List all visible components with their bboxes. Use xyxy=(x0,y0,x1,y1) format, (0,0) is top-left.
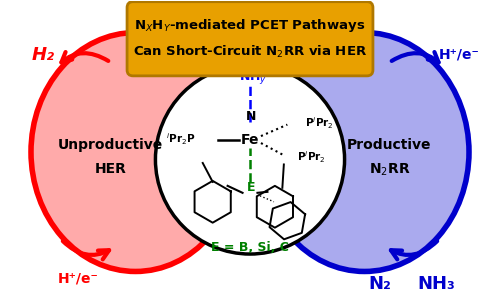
Text: Productive: Productive xyxy=(347,138,432,152)
Ellipse shape xyxy=(260,33,469,271)
Text: HER: HER xyxy=(94,162,126,177)
Text: N$_2$RR: N$_2$RR xyxy=(368,161,410,178)
Text: N₂: N₂ xyxy=(368,275,391,293)
Text: E: E xyxy=(246,181,255,194)
Text: P$^i$Pr$_2$: P$^i$Pr$_2$ xyxy=(305,115,334,131)
Text: H⁺/e⁻: H⁺/e⁻ xyxy=(58,272,98,286)
Text: NH₃: NH₃ xyxy=(418,275,456,293)
Text: NH$_y$: NH$_y$ xyxy=(238,69,266,86)
Text: $^i$Pr$_2$P: $^i$Pr$_2$P xyxy=(166,132,195,147)
Text: N$_X$H$_Y$-mediated PCET Pathways: N$_X$H$_Y$-mediated PCET Pathways xyxy=(134,17,366,33)
Text: Can Short-Circuit N$_2$RR via HER: Can Short-Circuit N$_2$RR via HER xyxy=(133,43,367,60)
Ellipse shape xyxy=(31,33,240,271)
Text: E = B, Si, C: E = B, Si, C xyxy=(211,241,289,254)
Text: N: N xyxy=(246,110,256,123)
Text: Fe: Fe xyxy=(241,133,259,146)
Text: P$^i$Pr$_2$: P$^i$Pr$_2$ xyxy=(298,149,326,165)
Circle shape xyxy=(156,65,344,254)
Text: Unproductive: Unproductive xyxy=(58,138,164,152)
Text: H₂: H₂ xyxy=(32,46,55,64)
FancyBboxPatch shape xyxy=(127,2,373,76)
Text: H⁺/e⁻: H⁺/e⁻ xyxy=(438,48,480,62)
